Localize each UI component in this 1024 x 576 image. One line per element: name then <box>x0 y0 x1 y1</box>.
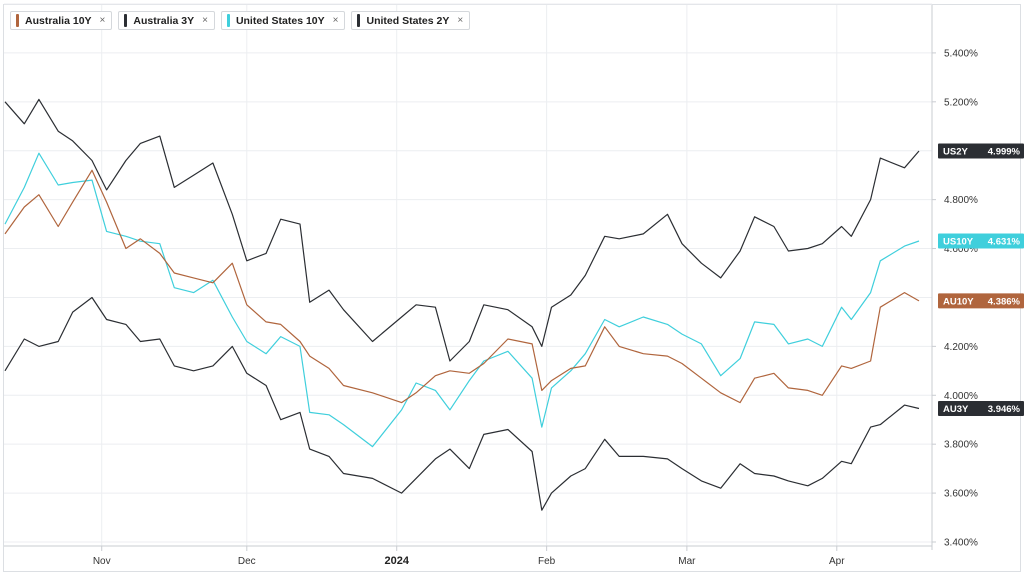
last-value-badge <box>938 400 1024 416</box>
series-swatch <box>226 14 230 27</box>
y-tick-label: 4.000% <box>944 391 978 402</box>
y-tick-label: 3.800% <box>944 440 978 451</box>
y-tick-label: 4.200% <box>944 342 978 353</box>
last-value-badge <box>938 293 1024 309</box>
legend-label: United States 10Y <box>235 14 325 27</box>
last-value-label: 4.386% <box>988 296 1021 307</box>
legend-label: United States 2Y <box>366 14 450 27</box>
last-value-label: 4.631% <box>988 236 1021 247</box>
last-value-ticker: AU3Y <box>943 404 969 415</box>
x-tick-label: Nov <box>93 556 111 567</box>
series-line-united-states-10y <box>4 152 920 448</box>
last-value-badge <box>938 143 1024 159</box>
x-tick-label: Feb <box>538 556 556 567</box>
last-value-label: 4.999% <box>988 146 1021 157</box>
legend-chip-united-states-2y[interactable]: United States 2Y × <box>351 11 471 30</box>
series-swatch <box>357 14 361 27</box>
legend-chip-australia-10y[interactable]: Australia 10Y × <box>10 11 113 30</box>
legend-chip-australia-3y[interactable]: Australia 3Y × <box>118 11 215 30</box>
y-tick-label: 3.400% <box>944 538 978 549</box>
y-tick-label: 5.200% <box>944 97 978 108</box>
series-line-united-states-2y <box>4 98 920 362</box>
x-tick-label: Mar <box>678 556 696 567</box>
last-value-label: 3.946% <box>988 404 1021 415</box>
x-tick-label: Apr <box>829 556 845 567</box>
series-line-australia-3y <box>4 296 920 511</box>
y-tick-label: 4.600% <box>944 244 978 255</box>
legend-chip-united-states-10y[interactable]: United States 10Y × <box>220 11 346 30</box>
close-icon[interactable]: × <box>99 15 106 26</box>
close-icon[interactable]: × <box>457 15 464 26</box>
y-tick-label: 3.600% <box>944 489 978 500</box>
x-tick-label: 2024 <box>384 555 409 567</box>
last-value-badge <box>938 233 1024 249</box>
legend-label: Australia 3Y <box>133 14 195 27</box>
series-swatch <box>16 14 19 27</box>
legend: Australia 10Y × Australia 3Y × United St… <box>10 11 471 30</box>
chart-frame <box>3 4 1021 572</box>
close-icon[interactable]: × <box>332 15 339 26</box>
legend-label: Australia 10Y <box>25 14 92 27</box>
last-value-ticker: AU10Y <box>943 296 974 307</box>
close-icon[interactable]: × <box>202 15 208 26</box>
series-line-australia-10y <box>4 169 920 404</box>
last-value-ticker: US2Y <box>943 146 968 157</box>
y-tick-label: 4.800% <box>944 195 978 206</box>
x-tick-label: Dec <box>238 556 256 567</box>
series-swatch <box>124 14 128 27</box>
last-value-ticker: US10Y <box>943 236 974 247</box>
y-tick-label: 5.400% <box>944 48 978 59</box>
